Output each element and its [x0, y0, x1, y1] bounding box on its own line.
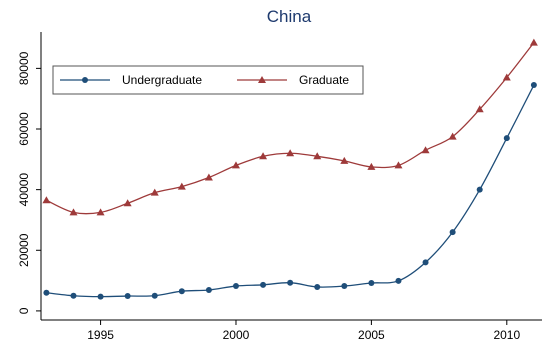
legend-label: Undergraduate: [122, 73, 202, 87]
undergraduate-point: [530, 82, 537, 89]
undergraduate-point: [422, 259, 429, 266]
graduate-point: [340, 156, 349, 164]
undergraduate-point: [178, 288, 185, 295]
undergraduate-point: [151, 292, 158, 299]
graduate-point: [177, 182, 186, 190]
legend-item-undergraduate: Undergraduate: [60, 73, 202, 87]
legend-marker: [82, 77, 88, 83]
undergraduate-point: [368, 280, 375, 287]
legend-label: Graduate: [299, 73, 349, 87]
graduate-point: [42, 196, 51, 204]
graduate-point: [313, 152, 322, 160]
undergraduate-point: [70, 292, 77, 299]
graduate-point: [150, 188, 159, 196]
x-tick-label: 2000: [223, 328, 250, 342]
graduate-point: [123, 199, 132, 207]
graduate-point: [502, 73, 511, 81]
undergraduate-point: [287, 279, 294, 286]
undergraduate-point: [503, 135, 510, 142]
graduate-point: [367, 162, 376, 170]
graduate-point: [529, 38, 538, 46]
tick-labels: 0 20000 40000 60000 80000 1995 2000 2005 2010: [17, 51, 520, 342]
graduate-point: [421, 146, 430, 154]
y-tick-label: 60000: [17, 112, 31, 146]
undergraduate-point: [341, 283, 348, 290]
y-tick-label: 80000: [17, 51, 31, 85]
graduate-point: [286, 149, 295, 157]
graduate-point: [394, 161, 403, 169]
y-tick-label: 20000: [17, 233, 31, 267]
y-tick-label: 40000: [17, 173, 31, 207]
undergraduate-point: [476, 186, 483, 193]
x-tick-label: 1995: [87, 328, 114, 342]
undergraduate-point: [97, 293, 104, 300]
x-tick-label: 2005: [358, 328, 385, 342]
legend: Undergraduate Graduate: [52, 65, 364, 95]
chart-title: China: [267, 7, 312, 26]
legend-item-graduate: Graduate: [237, 73, 349, 87]
undergraduate-point: [395, 277, 402, 284]
graduate-point: [448, 132, 457, 140]
plot-area: [42, 38, 538, 300]
legend-marker: [258, 76, 266, 83]
undergraduate-point: [449, 229, 456, 236]
x-tick-label: 2010: [493, 328, 520, 342]
undergraduate-point: [232, 283, 239, 290]
undergraduate-point: [205, 286, 212, 293]
graduate-point: [96, 208, 105, 216]
axes: [36, 32, 542, 325]
undergraduate-line: [46, 84, 535, 298]
undergraduate-point: [43, 289, 50, 296]
graduate-point: [69, 208, 78, 216]
graduate-point: [231, 161, 240, 169]
undergraduate-point: [124, 293, 131, 300]
undergraduate-point: [314, 283, 321, 290]
undergraduate-point: [260, 281, 267, 288]
graduate-point: [204, 173, 213, 181]
graduate-point: [475, 105, 484, 113]
graduate-point: [259, 152, 268, 160]
y-tick-label: 0: [17, 307, 31, 314]
